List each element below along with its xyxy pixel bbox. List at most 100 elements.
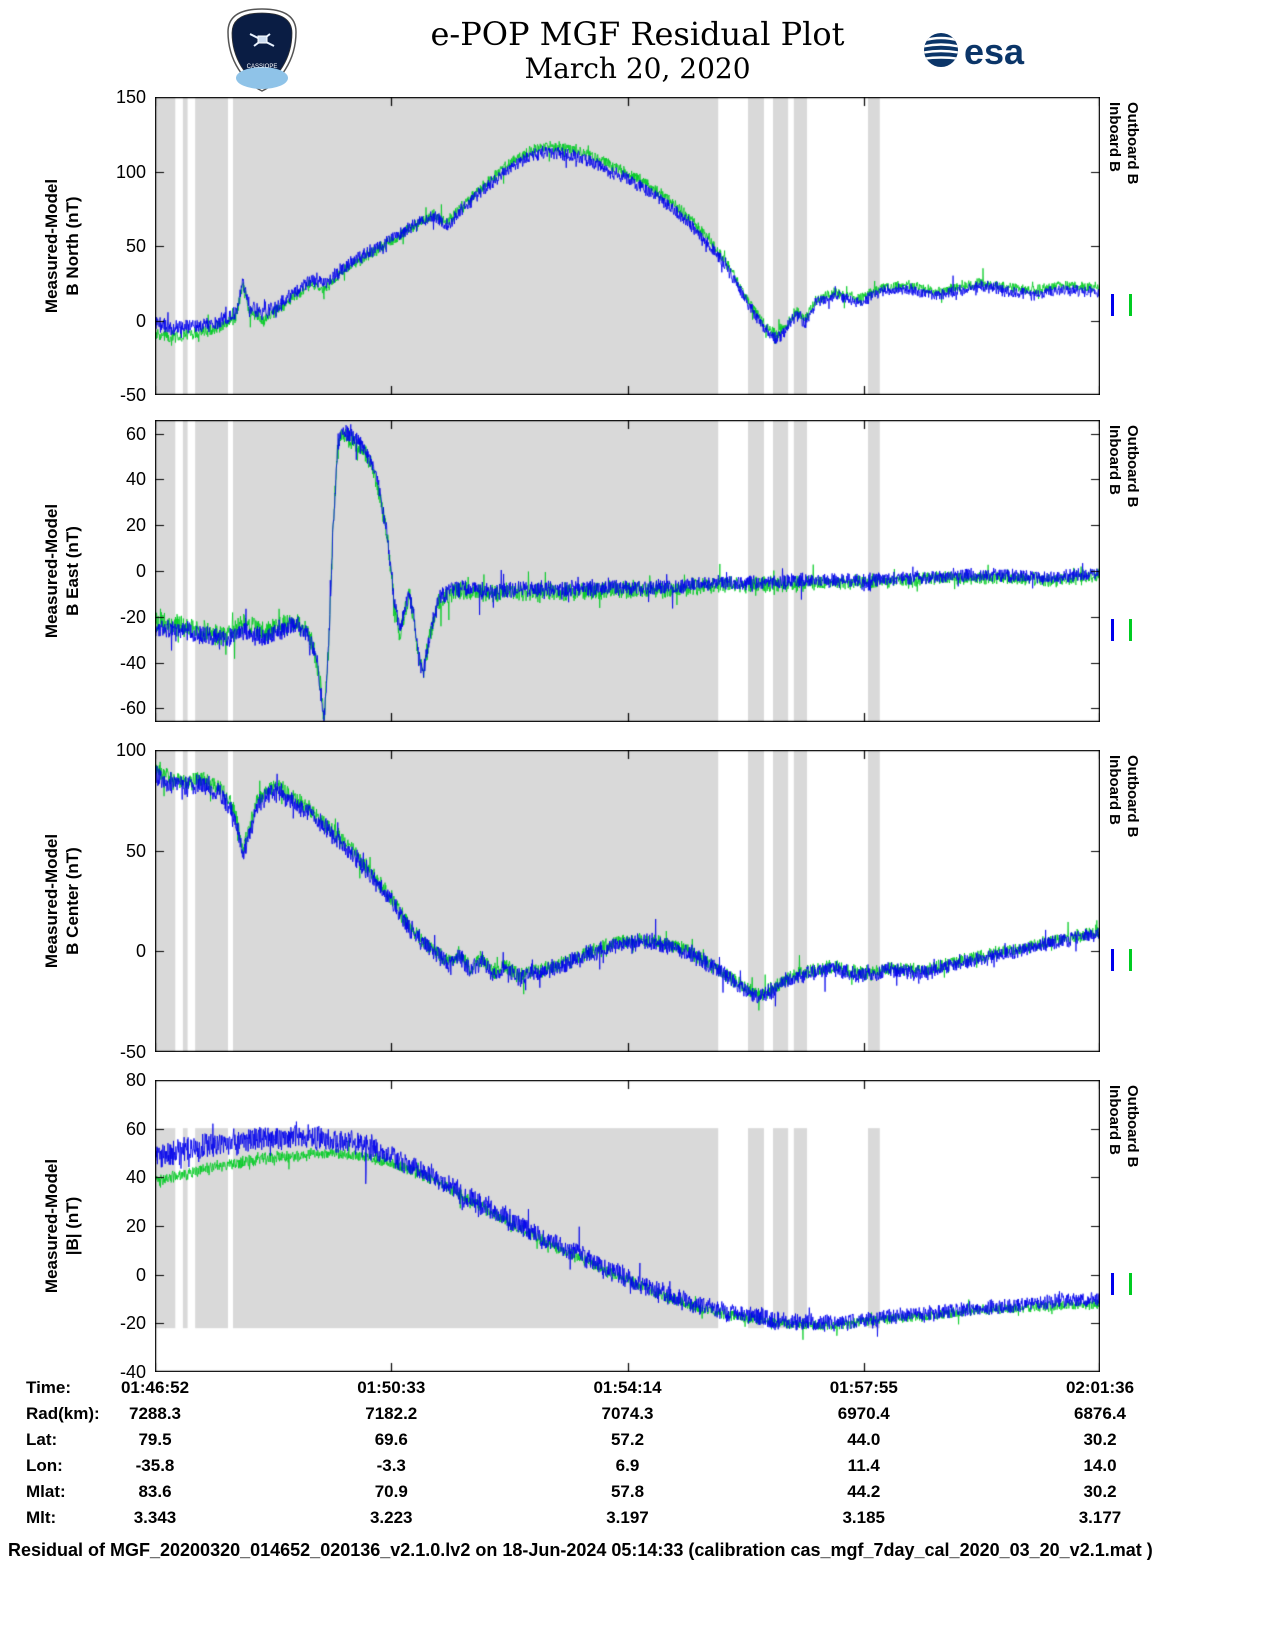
plot-canvas-b-center — [155, 750, 1100, 1052]
plot-area-b-magnitude — [155, 1080, 1100, 1372]
panel-b-north: Measured-Model B North (nT) Inboard B Ou… — [0, 97, 1275, 395]
legend-inboard-tick — [1111, 1272, 1114, 1295]
legend-inboard-label: Inboard B — [1106, 425, 1123, 495]
ylabel-line2: |B| (nT) — [63, 1196, 82, 1256]
ylabel-line2: B Center (nT) — [63, 847, 82, 955]
table-value: 7288.3 — [129, 1404, 181, 1423]
y-tick-label: 80 — [125, 1070, 146, 1090]
panel-b-magnitude: Measured-Model |B| (nT) Inboard B Outboa… — [0, 1080, 1275, 1372]
table-value: 6876.4 — [1074, 1404, 1126, 1423]
table-value: 70.9 — [374, 1482, 408, 1501]
y-tick-label: 100 — [115, 740, 146, 760]
plot-area-b-east — [155, 420, 1100, 722]
legend-outboard-label: Outboard B — [1124, 425, 1141, 508]
y-tick-label: -20 — [119, 606, 146, 627]
table-value: 6.9 — [615, 1456, 640, 1475]
y-tick-label: 60 — [125, 1118, 146, 1139]
plot-canvas-b-north — [155, 97, 1100, 395]
table-value: 7074.3 — [601, 1404, 654, 1423]
legend-b-magnitude: Inboard B Outboard B — [1106, 1080, 1150, 1372]
legend-inboard-tick — [1111, 949, 1114, 972]
table-value: 02:01:36 — [1065, 1378, 1135, 1397]
y-tick-label: 100 — [115, 161, 146, 182]
legend-outboard-tick — [1129, 949, 1132, 972]
table-value: 30.2 — [1083, 1482, 1117, 1501]
y-tick-label: 60 — [125, 423, 146, 444]
table-value: 3.197 — [606, 1508, 649, 1527]
y-tick-label: 20 — [125, 515, 146, 536]
y-tick-label: -20 — [119, 1313, 146, 1334]
table-value: 3.223 — [369, 1508, 413, 1527]
table-value: 01:54:14 — [593, 1378, 662, 1397]
ylabel-line2: B East (nT) — [63, 526, 82, 616]
table-value: -35.8 — [135, 1456, 175, 1475]
legend-outboard-tick — [1129, 619, 1132, 642]
table-value: 30.2 — [1083, 1430, 1117, 1449]
legend-inboard-tick — [1111, 619, 1114, 642]
y-tick-label: -40 — [119, 1362, 146, 1382]
y-tick-label: 50 — [125, 840, 146, 861]
esa-wordmark: esa — [964, 31, 1025, 72]
legend-inboard-tick — [1111, 293, 1114, 316]
table-row-label: Time: — [26, 1378, 72, 1397]
ylabel-line1: Measured-Model — [42, 178, 61, 314]
legend-outboard-tick — [1129, 1272, 1132, 1295]
table-value: -3.3 — [376, 1456, 406, 1475]
table-value: 14.0 — [1083, 1456, 1117, 1475]
panel-b-east: Measured-Model B East (nT) Inboard B Out… — [0, 420, 1275, 722]
plot-area-b-north — [155, 97, 1100, 395]
legend-b-east: Inboard B Outboard B — [1106, 420, 1150, 722]
page-title: e-POP MGF Residual Plot — [430, 15, 845, 53]
table-row-label: Lon: — [26, 1456, 63, 1475]
y-tick-label: -50 — [119, 385, 146, 405]
footer-provenance-text: Residual of MGF_20200320_014652_020136_v… — [8, 1540, 1153, 1560]
y-tick-label: 40 — [125, 1167, 146, 1188]
patch-text: CASSIOPE — [247, 64, 278, 70]
plot-canvas-b-east — [155, 420, 1100, 722]
table-value: 3.343 — [133, 1508, 177, 1527]
esa-logo: esa — [920, 26, 1040, 79]
table-row-label: Lat: — [26, 1430, 58, 1449]
y-tick-label: 50 — [125, 236, 146, 256]
legend-b-center: Inboard B Outboard B — [1106, 750, 1150, 1052]
table-value: 7182.2 — [365, 1404, 418, 1423]
y-tick-label: -50 — [119, 1042, 146, 1062]
y-axis-label-b-north: Measured-Model B North (nT) — [41, 179, 83, 313]
table-value: 01:57:55 — [829, 1378, 898, 1397]
y-tick-label: 0 — [135, 941, 146, 962]
legend-inboard-label: Inboard B — [1106, 755, 1123, 825]
table-value: 01:50:33 — [357, 1378, 426, 1397]
table-value: 11.4 — [847, 1456, 880, 1475]
y-tick-label: -40 — [119, 652, 146, 673]
table-row-label: Mlt: — [26, 1508, 57, 1527]
ylabel-line1: Measured-Model — [42, 833, 61, 969]
table-value: 44.2 — [847, 1482, 881, 1501]
chart-title-block: e-POP MGF Residual Plot March 20, 2020 — [0, 16, 1275, 86]
legend-inboard-label: Inboard B — [1106, 1085, 1123, 1155]
legend-outboard-label: Outboard B — [1124, 755, 1141, 838]
table-value: 01:46:52 — [120, 1378, 190, 1397]
page-subtitle-date: March 20, 2020 — [524, 52, 751, 85]
legend-outboard-label: Outboard B — [1124, 1085, 1141, 1168]
y-tick-label: -60 — [119, 698, 146, 719]
y-axis-label-b-magnitude: Measured-Model |B| (nT) — [41, 1159, 83, 1293]
y-axis-label-b-center: Measured-Model B Center (nT) — [41, 834, 83, 968]
table-row-label: Mlat: — [26, 1482, 66, 1501]
table-value: 3.185 — [842, 1508, 886, 1527]
legend-b-north: Inboard B Outboard B — [1106, 97, 1150, 395]
legend-outboard-tick — [1129, 293, 1132, 316]
y-axis-label-b-east: Measured-Model B East (nT) — [41, 504, 83, 638]
y-tick-label: 0 — [135, 310, 146, 331]
y-tick-label: 150 — [115, 87, 146, 107]
y-tick-label: 0 — [135, 561, 146, 581]
table-value: 57.2 — [610, 1430, 645, 1449]
x-axis-ephemeris-table: Time: 01:46:52 01:50:33 01:54:14 01:57:55 02:… — [0, 1378, 1275, 1538]
table-value: 79.5 — [138, 1430, 172, 1449]
ylabel-line1: Measured-Model — [42, 1158, 61, 1294]
ylabel-line1: Measured-Model — [42, 503, 61, 639]
panel-b-center: Measured-Model B Center (nT) Inboard B O… — [0, 750, 1275, 1052]
y-tick-label: 0 — [135, 1264, 146, 1285]
y-tick-label: 40 — [125, 469, 146, 490]
ylabel-line2: B North (nT) — [63, 196, 82, 296]
